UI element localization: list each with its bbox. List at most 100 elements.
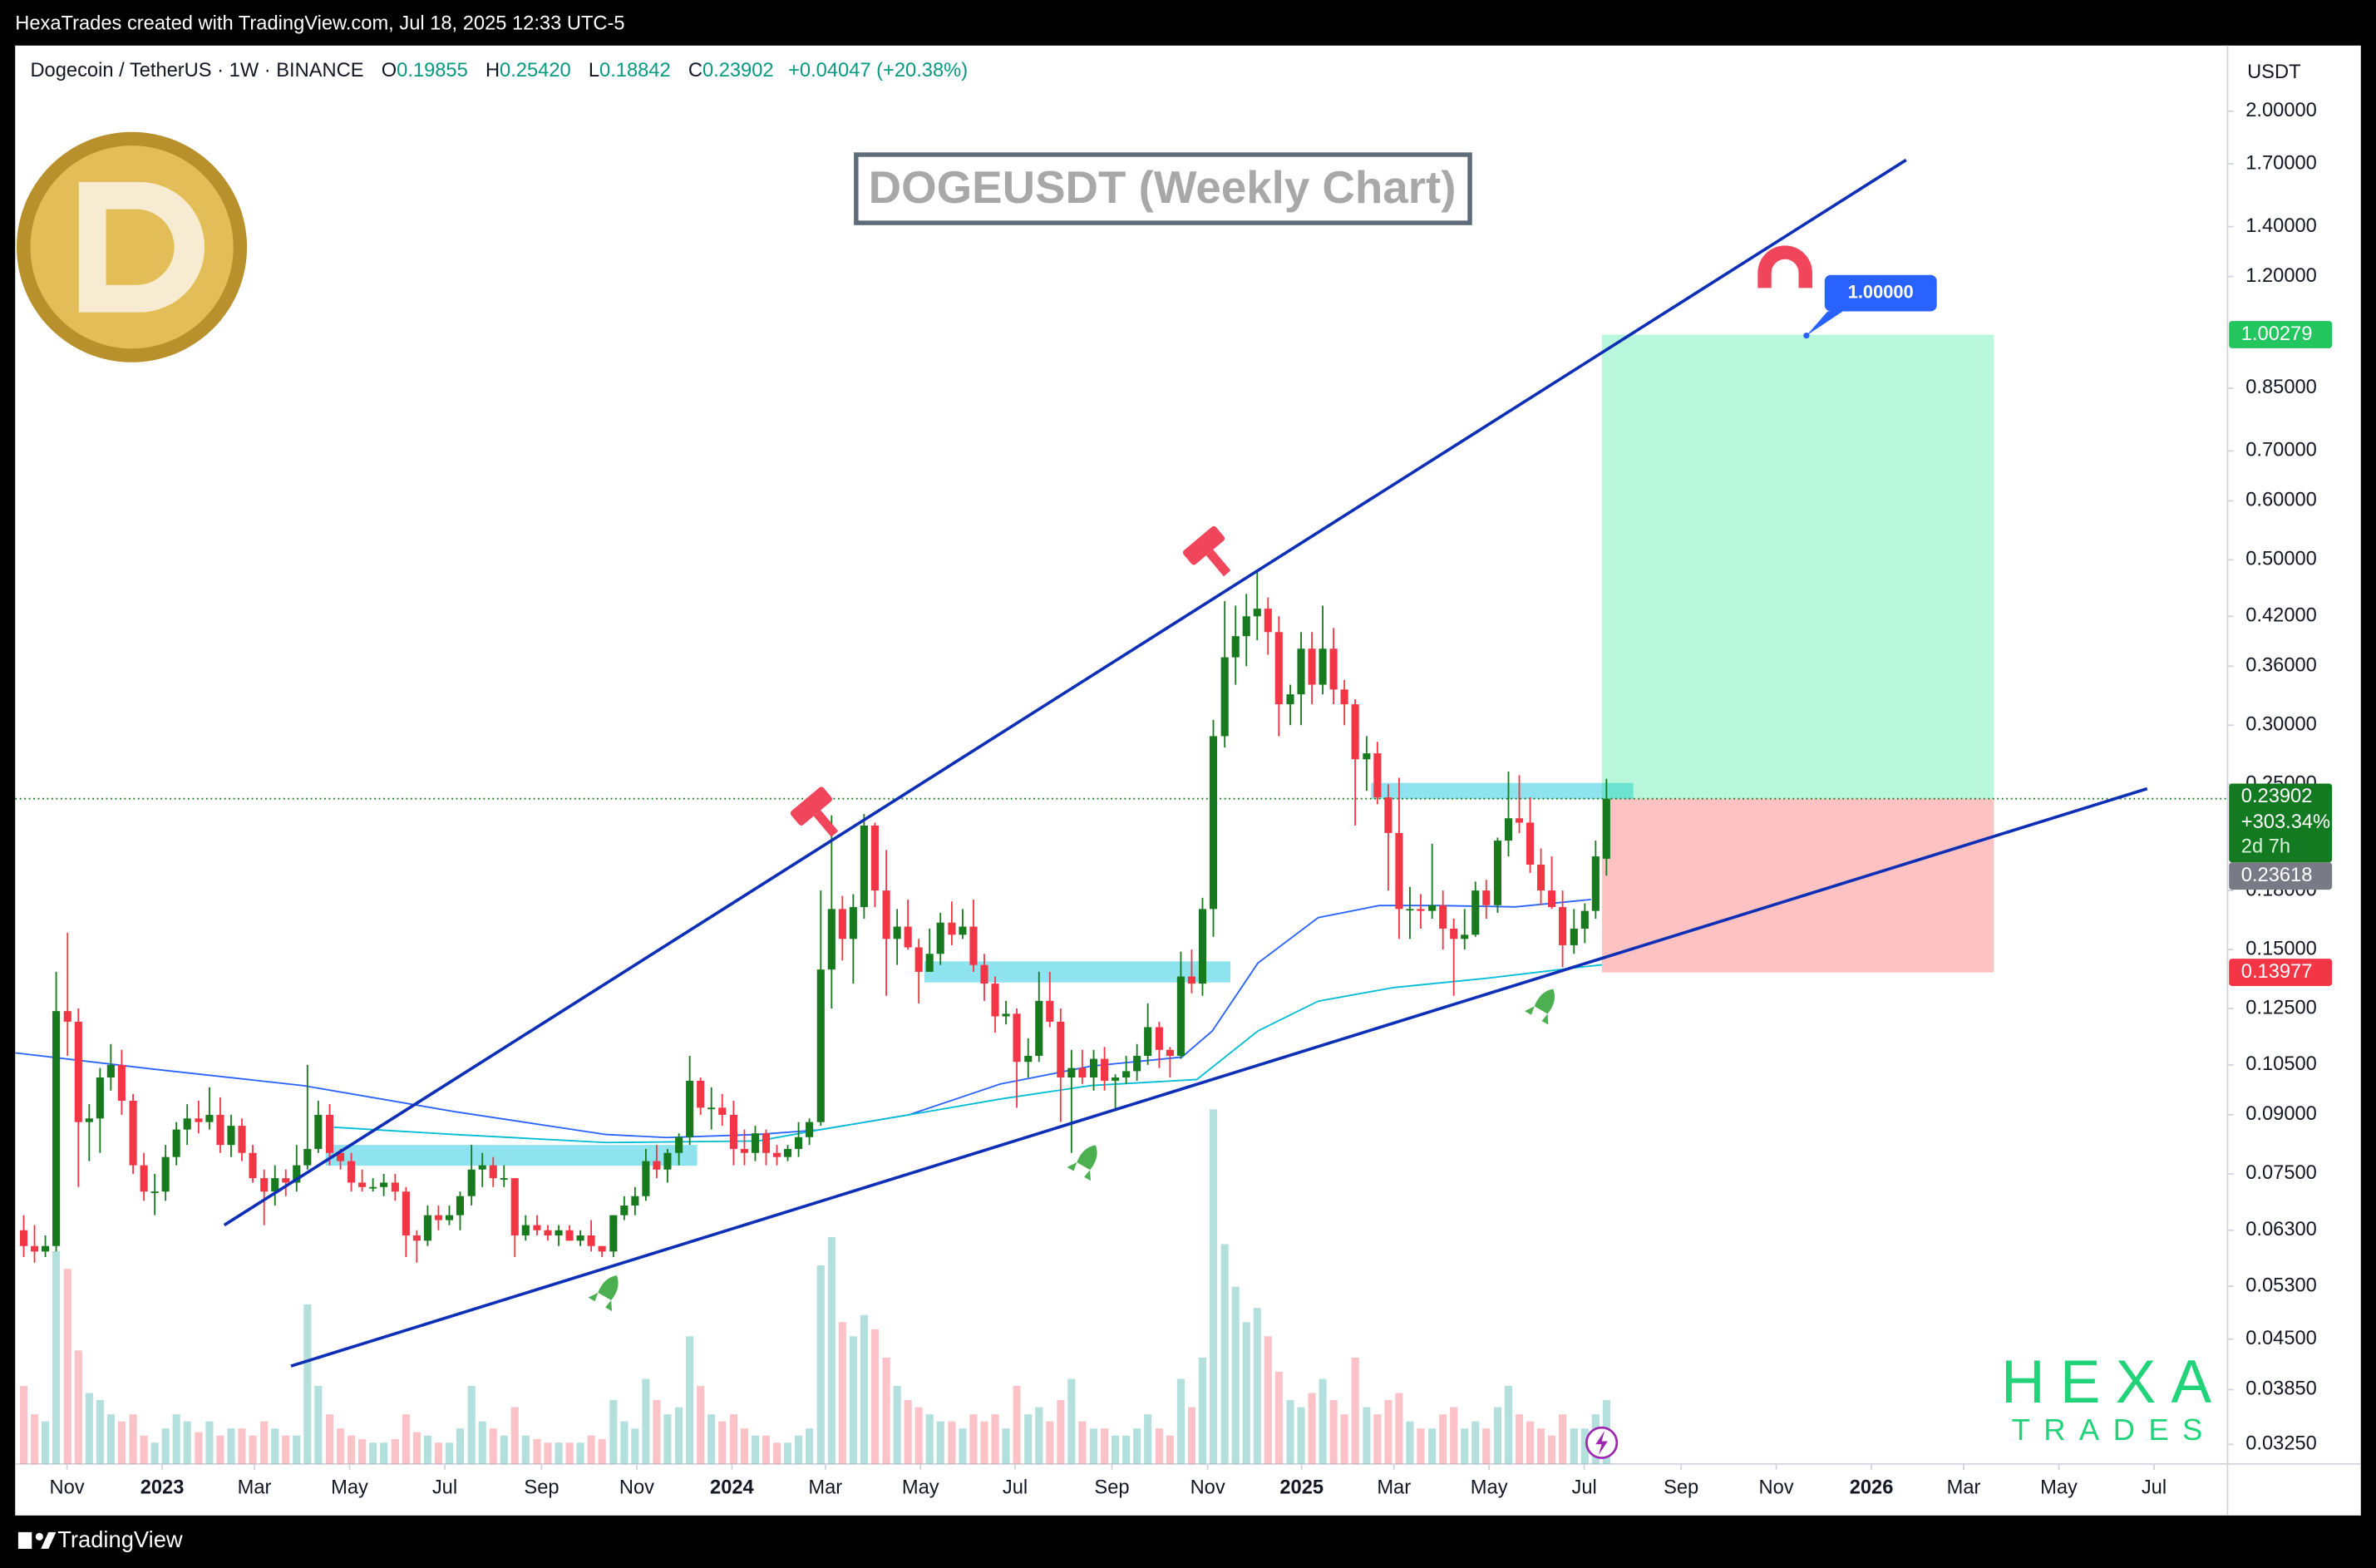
volume-bar xyxy=(904,1400,912,1464)
volume-bar xyxy=(1308,1393,1316,1464)
x-tick-label: 2025 xyxy=(1279,1477,1324,1498)
volume-bar xyxy=(980,1421,988,1464)
candle-body xyxy=(41,1245,50,1252)
candle-body xyxy=(980,964,988,984)
volume-bar xyxy=(959,1428,967,1464)
volume-bar xyxy=(969,1414,978,1464)
volume-bar xyxy=(772,1442,781,1464)
y-tick-label: 1.20000 xyxy=(2245,265,2317,287)
volume-bar xyxy=(1078,1421,1087,1464)
candle-body xyxy=(172,1129,180,1157)
rocket-shape xyxy=(1067,1145,1097,1181)
volume-bar xyxy=(260,1421,269,1464)
volume-bar xyxy=(653,1400,661,1464)
candle-body xyxy=(1144,1027,1152,1056)
volume-bar xyxy=(1340,1414,1348,1464)
candle-body xyxy=(106,1064,115,1078)
annotation-layer: 1.00000 xyxy=(223,158,2148,1368)
volume-bar xyxy=(914,1407,923,1464)
volume-bar xyxy=(1122,1435,1131,1464)
price-tag xyxy=(2229,783,2333,863)
candle-body xyxy=(63,1011,71,1022)
volume-bar xyxy=(729,1414,737,1464)
volume-bar xyxy=(195,1432,203,1464)
volume-bar xyxy=(783,1442,792,1464)
symbol: Dogecoin / TetherUS · 1W · BINANCE xyxy=(30,60,363,81)
volume-bar xyxy=(1231,1286,1240,1464)
candle-body xyxy=(19,1230,28,1246)
volume-bar xyxy=(1112,1435,1120,1464)
candle-body xyxy=(653,1161,661,1170)
volume-bar xyxy=(205,1421,214,1464)
candle-body xyxy=(1493,841,1502,905)
volume-bar xyxy=(172,1414,180,1464)
price-tag xyxy=(2229,321,2333,348)
volume-bar xyxy=(587,1435,595,1464)
currency-label: USDT xyxy=(2247,62,2300,83)
y-tick-label: 0.36000 xyxy=(2245,655,2317,677)
volume-bar xyxy=(150,1442,159,1464)
rocket-shape xyxy=(588,1275,619,1312)
volume-bar xyxy=(348,1435,356,1464)
legend-value: 0.18842 xyxy=(599,60,671,81)
volume-bar xyxy=(1176,1378,1185,1464)
candle-body xyxy=(1526,822,1535,865)
volume-layer xyxy=(19,1109,1610,1464)
candle-body xyxy=(1515,818,1524,823)
logo-part xyxy=(41,1531,57,1549)
candle-body xyxy=(52,1011,61,1246)
candle-body xyxy=(1591,856,1600,911)
volume-bar xyxy=(500,1435,508,1464)
candle-body xyxy=(348,1161,356,1183)
y-tick-label: 0.12500 xyxy=(2245,997,2317,1018)
volume-bar xyxy=(1504,1386,1513,1464)
volume-bar xyxy=(106,1414,115,1464)
legend-value: 0.25420 xyxy=(500,60,571,81)
volume-bar xyxy=(1351,1357,1359,1464)
volume-bar xyxy=(555,1442,563,1464)
volume-bar xyxy=(412,1432,421,1464)
volume-bar xyxy=(1526,1421,1535,1464)
candle-body xyxy=(663,1152,672,1170)
volume-bar xyxy=(1373,1414,1382,1464)
x-tick-label: Nov xyxy=(1190,1477,1225,1498)
candle-body xyxy=(686,1080,694,1137)
volume-bar xyxy=(1482,1428,1491,1464)
x-tick-label: Sep xyxy=(1094,1477,1129,1498)
candle-body xyxy=(1198,909,1207,984)
candle-body xyxy=(391,1182,399,1192)
x-tick-label: May xyxy=(902,1477,939,1498)
volume-bar xyxy=(1187,1407,1195,1464)
candle-body xyxy=(358,1182,367,1187)
logo-letter-shape xyxy=(78,181,205,313)
legend-value: 0.19855 xyxy=(397,60,468,81)
indicator-layer xyxy=(15,797,2228,1144)
volume-bar xyxy=(1155,1428,1163,1464)
y-tick-label: 0.03250 xyxy=(2245,1433,2317,1455)
candle-body xyxy=(314,1114,323,1149)
candle-body xyxy=(936,922,944,954)
candle-body xyxy=(642,1161,650,1196)
candle-body xyxy=(521,1225,530,1235)
legend-key: O xyxy=(382,60,397,81)
price-tag-change: +303.34% xyxy=(2241,811,2330,833)
volume-bar xyxy=(1144,1414,1152,1464)
callout-box xyxy=(1824,274,1937,312)
x-tick-label: May xyxy=(2040,1477,2078,1498)
candle-body xyxy=(456,1196,465,1215)
candle-body xyxy=(1046,1000,1054,1022)
candle-body xyxy=(325,1114,334,1153)
candle-body xyxy=(609,1215,618,1252)
volume-bar xyxy=(434,1442,442,1464)
volume-bar xyxy=(1395,1393,1403,1464)
candle-body xyxy=(74,1021,82,1122)
candle-body xyxy=(555,1230,563,1235)
candle-body xyxy=(1101,1058,1109,1081)
volume-bar xyxy=(1220,1244,1229,1464)
trendline xyxy=(223,158,1907,1227)
candle-body xyxy=(729,1114,737,1149)
volume-bar xyxy=(609,1400,618,1464)
volume-bar xyxy=(827,1236,836,1464)
volume-bar xyxy=(1384,1400,1393,1464)
